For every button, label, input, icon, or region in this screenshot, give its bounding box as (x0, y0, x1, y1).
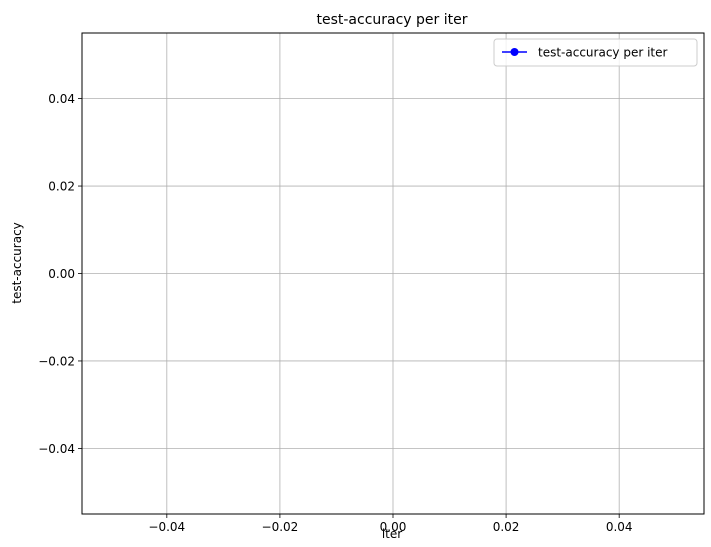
axis-ticks: −0.04 −0.02 0.00 0.02 0.04 −0.04 −0.02 0.00 0.02… (38, 92, 632, 534)
legend-box (493, 38, 698, 67)
grid-lines (82, 33, 704, 514)
x-tick-label: 0.04 (606, 520, 633, 534)
y-tick-label: −0.02 (38, 354, 75, 368)
y-tick-label: 0.02 (48, 180, 75, 194)
x-tick-label: −0.02 (262, 520, 299, 534)
x-tick-label: 0.02 (493, 520, 520, 534)
legend-marker-swatch (510, 48, 519, 56)
x-tick-label: −0.04 (148, 520, 185, 534)
y-tick-label: 0.00 (48, 267, 75, 281)
x-tick-label: 0.00 (380, 520, 407, 534)
y-tick-label: −0.04 (38, 442, 75, 456)
y-tick-label: 0.04 (48, 92, 75, 106)
y-axis-label: test-accuracy (10, 222, 24, 304)
x-axis-label: iter (382, 527, 402, 541)
legend: test-accuracy per iter (493, 38, 698, 67)
legend-entry-label: test-accuracy per iter (538, 46, 668, 60)
chart-title: test-accuracy per iter (316, 12, 467, 28)
